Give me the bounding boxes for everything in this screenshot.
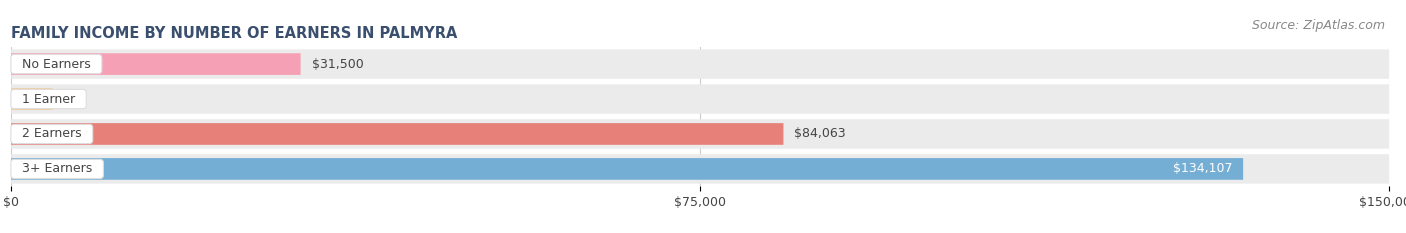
- FancyBboxPatch shape: [11, 119, 1389, 149]
- Text: Source: ZipAtlas.com: Source: ZipAtlas.com: [1251, 19, 1385, 32]
- Text: 1 Earner: 1 Earner: [14, 93, 83, 106]
- Text: 3+ Earners: 3+ Earners: [14, 162, 100, 175]
- FancyBboxPatch shape: [11, 49, 1389, 79]
- Text: 2 Earners: 2 Earners: [14, 127, 90, 140]
- Text: FAMILY INCOME BY NUMBER OF EARNERS IN PALMYRA: FAMILY INCOME BY NUMBER OF EARNERS IN PA…: [11, 26, 457, 41]
- Text: $0: $0: [63, 93, 80, 106]
- FancyBboxPatch shape: [11, 53, 301, 75]
- Text: $84,063: $84,063: [794, 127, 846, 140]
- FancyBboxPatch shape: [11, 84, 1389, 114]
- FancyBboxPatch shape: [11, 88, 52, 110]
- FancyBboxPatch shape: [11, 158, 1243, 180]
- Text: $31,500: $31,500: [312, 58, 363, 71]
- Text: $134,107: $134,107: [1173, 162, 1232, 175]
- Text: No Earners: No Earners: [14, 58, 98, 71]
- FancyBboxPatch shape: [11, 154, 1389, 184]
- FancyBboxPatch shape: [11, 123, 783, 145]
